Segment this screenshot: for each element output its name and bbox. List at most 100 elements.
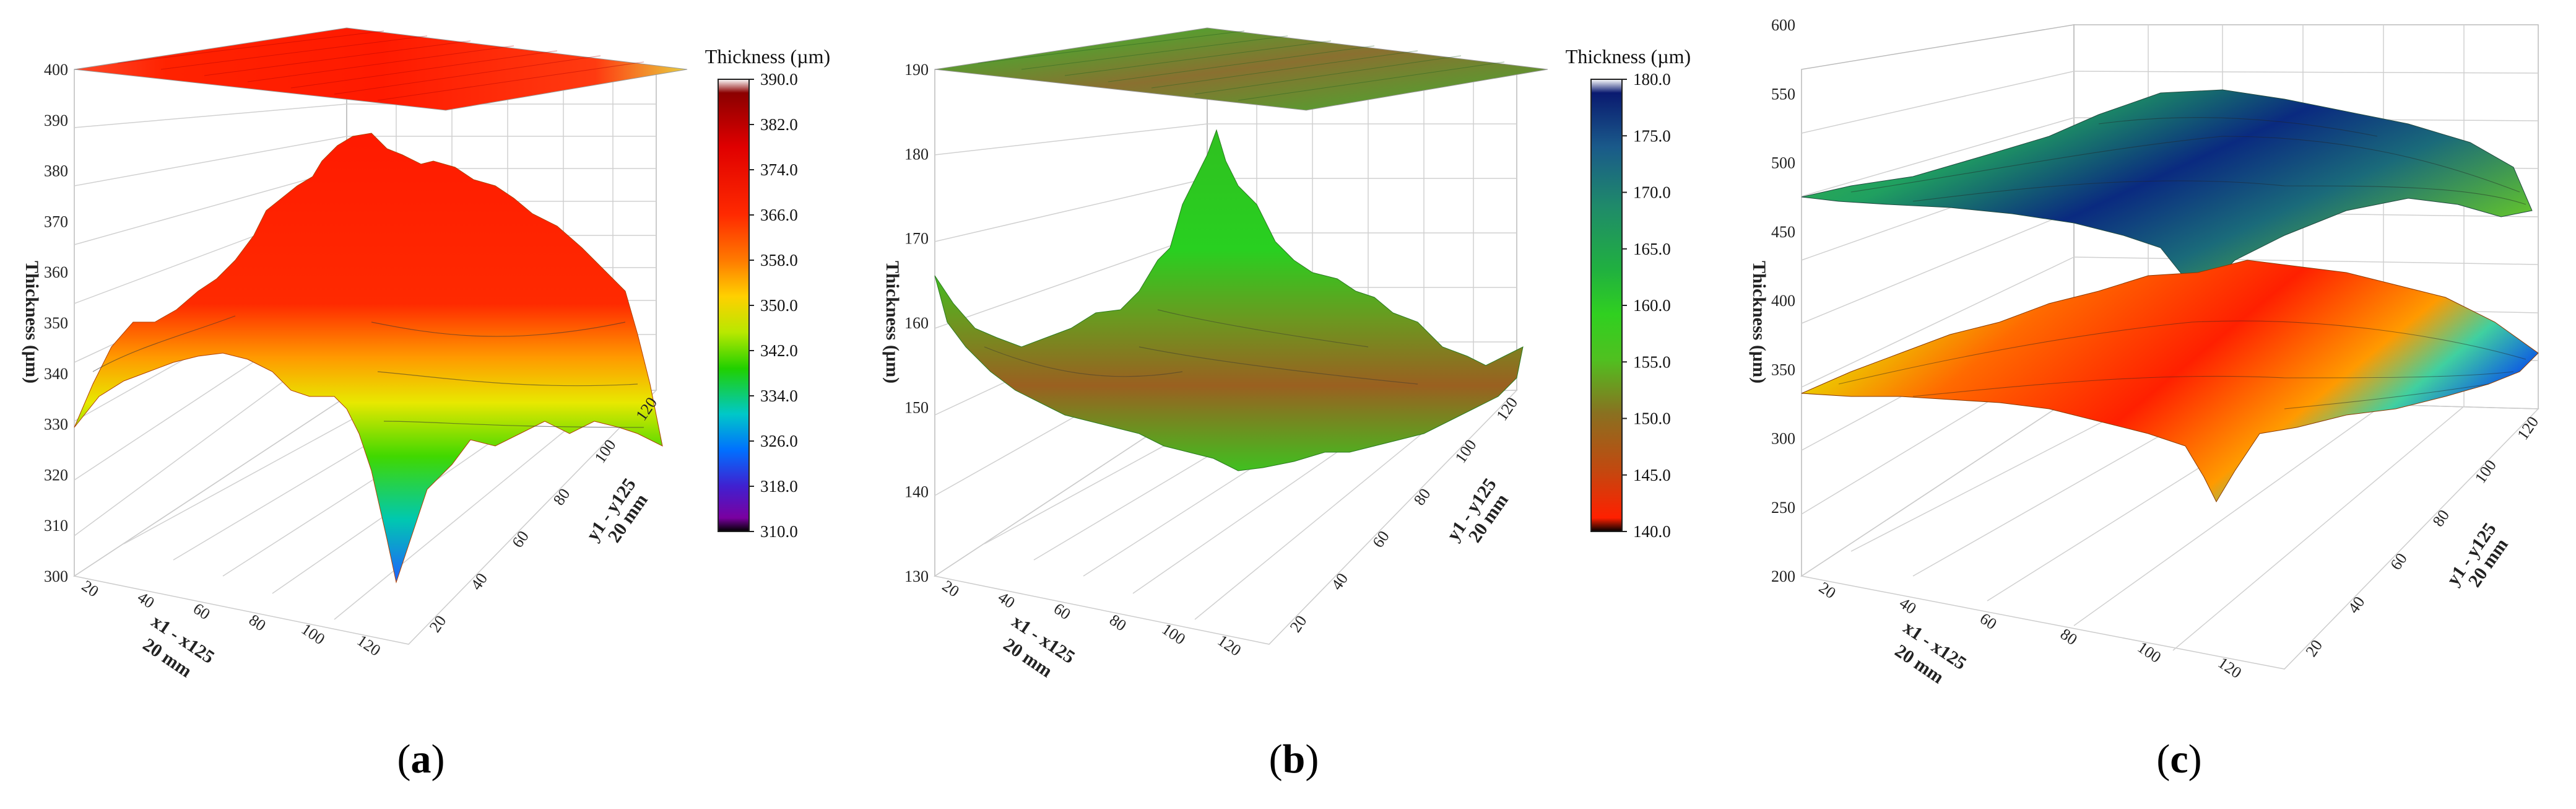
a-y-tick: 100 <box>591 436 619 466</box>
panel-b-contours <box>984 309 1418 385</box>
b-y-tick: 120 <box>1493 394 1521 424</box>
panel-b-colorbar-ticks: 180.0 175.0 170.0 165.0 160.0 155.0 150.0 145.0… <box>1622 70 1671 541</box>
c-z-tick: 400 <box>1771 292 1795 310</box>
b-colorbar-tick-label: 145.0 <box>1633 466 1671 484</box>
panel-b-z-label: Thickness (µm) <box>882 261 903 383</box>
panel-a: 300 310 320 330 340 350 360 370 380 390 400 Thickn… <box>0 0 861 731</box>
c-y-tick: 20 <box>2302 637 2326 660</box>
a-x-tick: 80 <box>246 611 269 635</box>
c-z-tick: 350 <box>1771 361 1795 378</box>
b-colorbar-tick-label: 180.0 <box>1633 70 1671 89</box>
c-x-tick: 40 <box>1896 594 1920 618</box>
b-colorbar-tick-label: 150.0 <box>1633 409 1671 428</box>
b-z-tick: 180 <box>904 145 929 163</box>
a-colorbar-tick-label: 358.0 <box>760 251 798 269</box>
a-z-tick: 380 <box>44 162 68 180</box>
panel-c-upper-contours <box>1850 117 2526 205</box>
panel-a-surface <box>74 133 663 584</box>
panel-b: 130 140 150 160 170 180 190 Thickness (µm) 20 4… <box>861 0 1721 731</box>
a-colorbar-tick-label: 342.0 <box>760 341 798 360</box>
a-z-tick: 350 <box>44 314 68 332</box>
b-z-tick: 140 <box>904 483 929 501</box>
c-z-tick: 250 <box>1771 499 1795 517</box>
b-colorbar-tick-label: 165.0 <box>1633 240 1671 258</box>
a-z-tick: 340 <box>44 365 68 383</box>
panel-c-lower-contours <box>1838 320 2526 409</box>
b-x-tick: 60 <box>1051 600 1074 624</box>
c-y-tick: 40 <box>2344 593 2369 617</box>
b-z-tick: 130 <box>904 567 929 585</box>
b-colorbar-tick-label: 160.0 <box>1633 296 1671 315</box>
c-x-tick: 60 <box>1977 610 2000 634</box>
a-z-tick: 390 <box>44 112 68 129</box>
b-z-tick: 190 <box>904 61 929 79</box>
panel-a-plot: 300 310 320 330 340 350 360 370 380 390 400 Thickn… <box>22 27 830 681</box>
c-y-tick: 100 <box>2471 457 2500 487</box>
c-x-tick: 80 <box>2057 625 2081 649</box>
c-z-tick: 550 <box>1771 85 1795 103</box>
b-colorbar-tick-label: 170.0 <box>1633 183 1671 202</box>
a-z-tick: 320 <box>44 466 68 484</box>
panel-a-contours <box>92 315 644 428</box>
caption-a: (a) <box>397 737 445 782</box>
b-y-tick: 60 <box>1369 528 1393 551</box>
c-y-tick: 80 <box>2429 507 2453 530</box>
panel-c-x-ticks: 20 40 60 80 100 120 <box>1816 579 2245 682</box>
panel-c: 200 250 300 350 400 450 500 550 600 Thickness (µ… <box>1727 0 2576 731</box>
a-z-tick: 310 <box>44 517 68 535</box>
a-y-tick: 80 <box>550 485 574 509</box>
b-z-tick: 170 <box>904 230 929 248</box>
c-x-tick: 20 <box>1816 579 1839 603</box>
a-z-tick: 370 <box>44 212 68 230</box>
a-colorbar-tick-label: 350.0 <box>760 296 798 315</box>
b-x-tick: 100 <box>1158 620 1189 649</box>
b-x-tick: 80 <box>1106 611 1130 635</box>
a-colorbar-tick-label: 382.0 <box>760 115 798 134</box>
b-y-tick: 80 <box>1410 485 1434 509</box>
a-colorbar-tick-label: 318.0 <box>760 477 798 496</box>
b-y-tick: 100 <box>1451 436 1480 466</box>
panel-a-z-ticks: 300 310 320 330 340 350 360 370 380 390 400 <box>44 61 68 585</box>
a-colorbar-tick-label: 390.0 <box>760 70 798 89</box>
panel-b-colorbar <box>1590 79 1623 532</box>
b-z-tick: 150 <box>904 398 929 416</box>
panel-b-top-projection <box>934 27 1548 111</box>
panel-a-colorbar-title: Thickness (µm) <box>705 45 830 68</box>
c-z-tick: 300 <box>1771 430 1795 448</box>
a-x-tick: 100 <box>298 620 328 649</box>
a-z-tick: 360 <box>44 263 68 281</box>
caption-c: (c) <box>2156 737 2202 782</box>
panel-b-x-ticks: 20 40 60 80 100 120 <box>939 577 1244 660</box>
a-x-tick: 60 <box>190 600 214 624</box>
b-x-tick: 120 <box>1214 631 1244 660</box>
panel-a-z-label: Thickness (µm) <box>22 261 42 383</box>
panel-b-surface <box>934 129 1524 471</box>
a-colorbar-tick-label: 326.0 <box>760 432 798 450</box>
panel-b-z-ticks: 130 140 150 160 170 180 190 <box>904 61 929 585</box>
c-z-tick: 600 <box>1771 16 1795 34</box>
b-y-tick: 40 <box>1327 570 1351 593</box>
panel-b-plot: 130 140 150 160 170 180 190 Thickness (µm) 20 4… <box>882 27 1691 681</box>
a-x-tick: 20 <box>79 577 102 601</box>
b-y-tick: 20 <box>1286 612 1311 636</box>
b-colorbar-tick-label: 155.0 <box>1633 352 1671 371</box>
panel-c-surface-upper <box>1801 89 2533 292</box>
panel-c-y-ticks: 20 40 60 80 100 120 <box>2302 413 2542 660</box>
a-colorbar-tick-label: 374.0 <box>760 160 798 179</box>
a-z-tick: 400 <box>44 61 68 79</box>
c-z-tick: 500 <box>1771 154 1795 172</box>
c-z-tick: 200 <box>1771 567 1795 585</box>
panel-a-x-ticks: 20 40 60 80 100 120 <box>79 577 384 660</box>
b-x-tick: 20 <box>939 577 963 601</box>
b-colorbar-tick-label: 140.0 <box>1633 522 1671 541</box>
c-x-tick: 100 <box>2134 638 2164 667</box>
a-z-tick: 330 <box>44 416 68 434</box>
a-z-tick: 300 <box>44 567 68 585</box>
panel-c-plot: 200 250 300 350 400 450 500 550 600 Thickness (µ… <box>1749 16 2542 688</box>
a-x-tick: 40 <box>134 588 158 612</box>
b-colorbar-tick-label: 175.0 <box>1633 126 1671 145</box>
panel-b-colorbar-title: Thickness (µm) <box>1566 45 1691 68</box>
c-x-tick: 120 <box>2214 654 2245 682</box>
panel-a-top-projection <box>74 27 688 111</box>
c-y-tick: 120 <box>2513 413 2542 444</box>
